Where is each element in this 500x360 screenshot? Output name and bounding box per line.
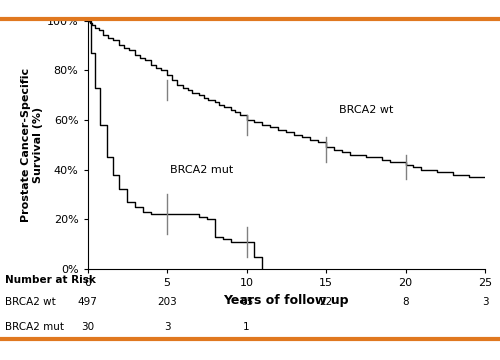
Text: Source: J Natl Cancer Inst © 2007 Oxford University Press: Source: J Natl Cancer Inst © 2007 Oxford…	[247, 346, 490, 355]
Text: 203: 203	[157, 297, 177, 307]
Y-axis label: Prostate Cancer-Specific
Survival (%): Prostate Cancer-Specific Survival (%)	[21, 68, 42, 222]
Text: BRCA2 wt: BRCA2 wt	[338, 105, 393, 115]
Text: 65: 65	[240, 297, 253, 307]
Text: 3: 3	[164, 322, 170, 332]
Text: 1: 1	[243, 322, 250, 332]
Text: 22: 22	[320, 297, 332, 307]
Text: 30: 30	[81, 322, 94, 332]
Text: BRCA2 wt: BRCA2 wt	[5, 297, 56, 307]
Text: 3: 3	[482, 297, 488, 307]
Text: www.medscape.com: www.medscape.com	[210, 4, 325, 14]
Text: 8: 8	[402, 297, 409, 307]
Text: BRCA2 mut: BRCA2 mut	[5, 322, 64, 332]
Text: Number at Risk: Number at Risk	[5, 275, 96, 284]
Text: BRCA2 mut: BRCA2 mut	[170, 165, 234, 175]
Text: Medscape®: Medscape®	[8, 4, 82, 14]
X-axis label: Years of follow up: Years of follow up	[224, 293, 349, 306]
Text: 497: 497	[78, 297, 98, 307]
